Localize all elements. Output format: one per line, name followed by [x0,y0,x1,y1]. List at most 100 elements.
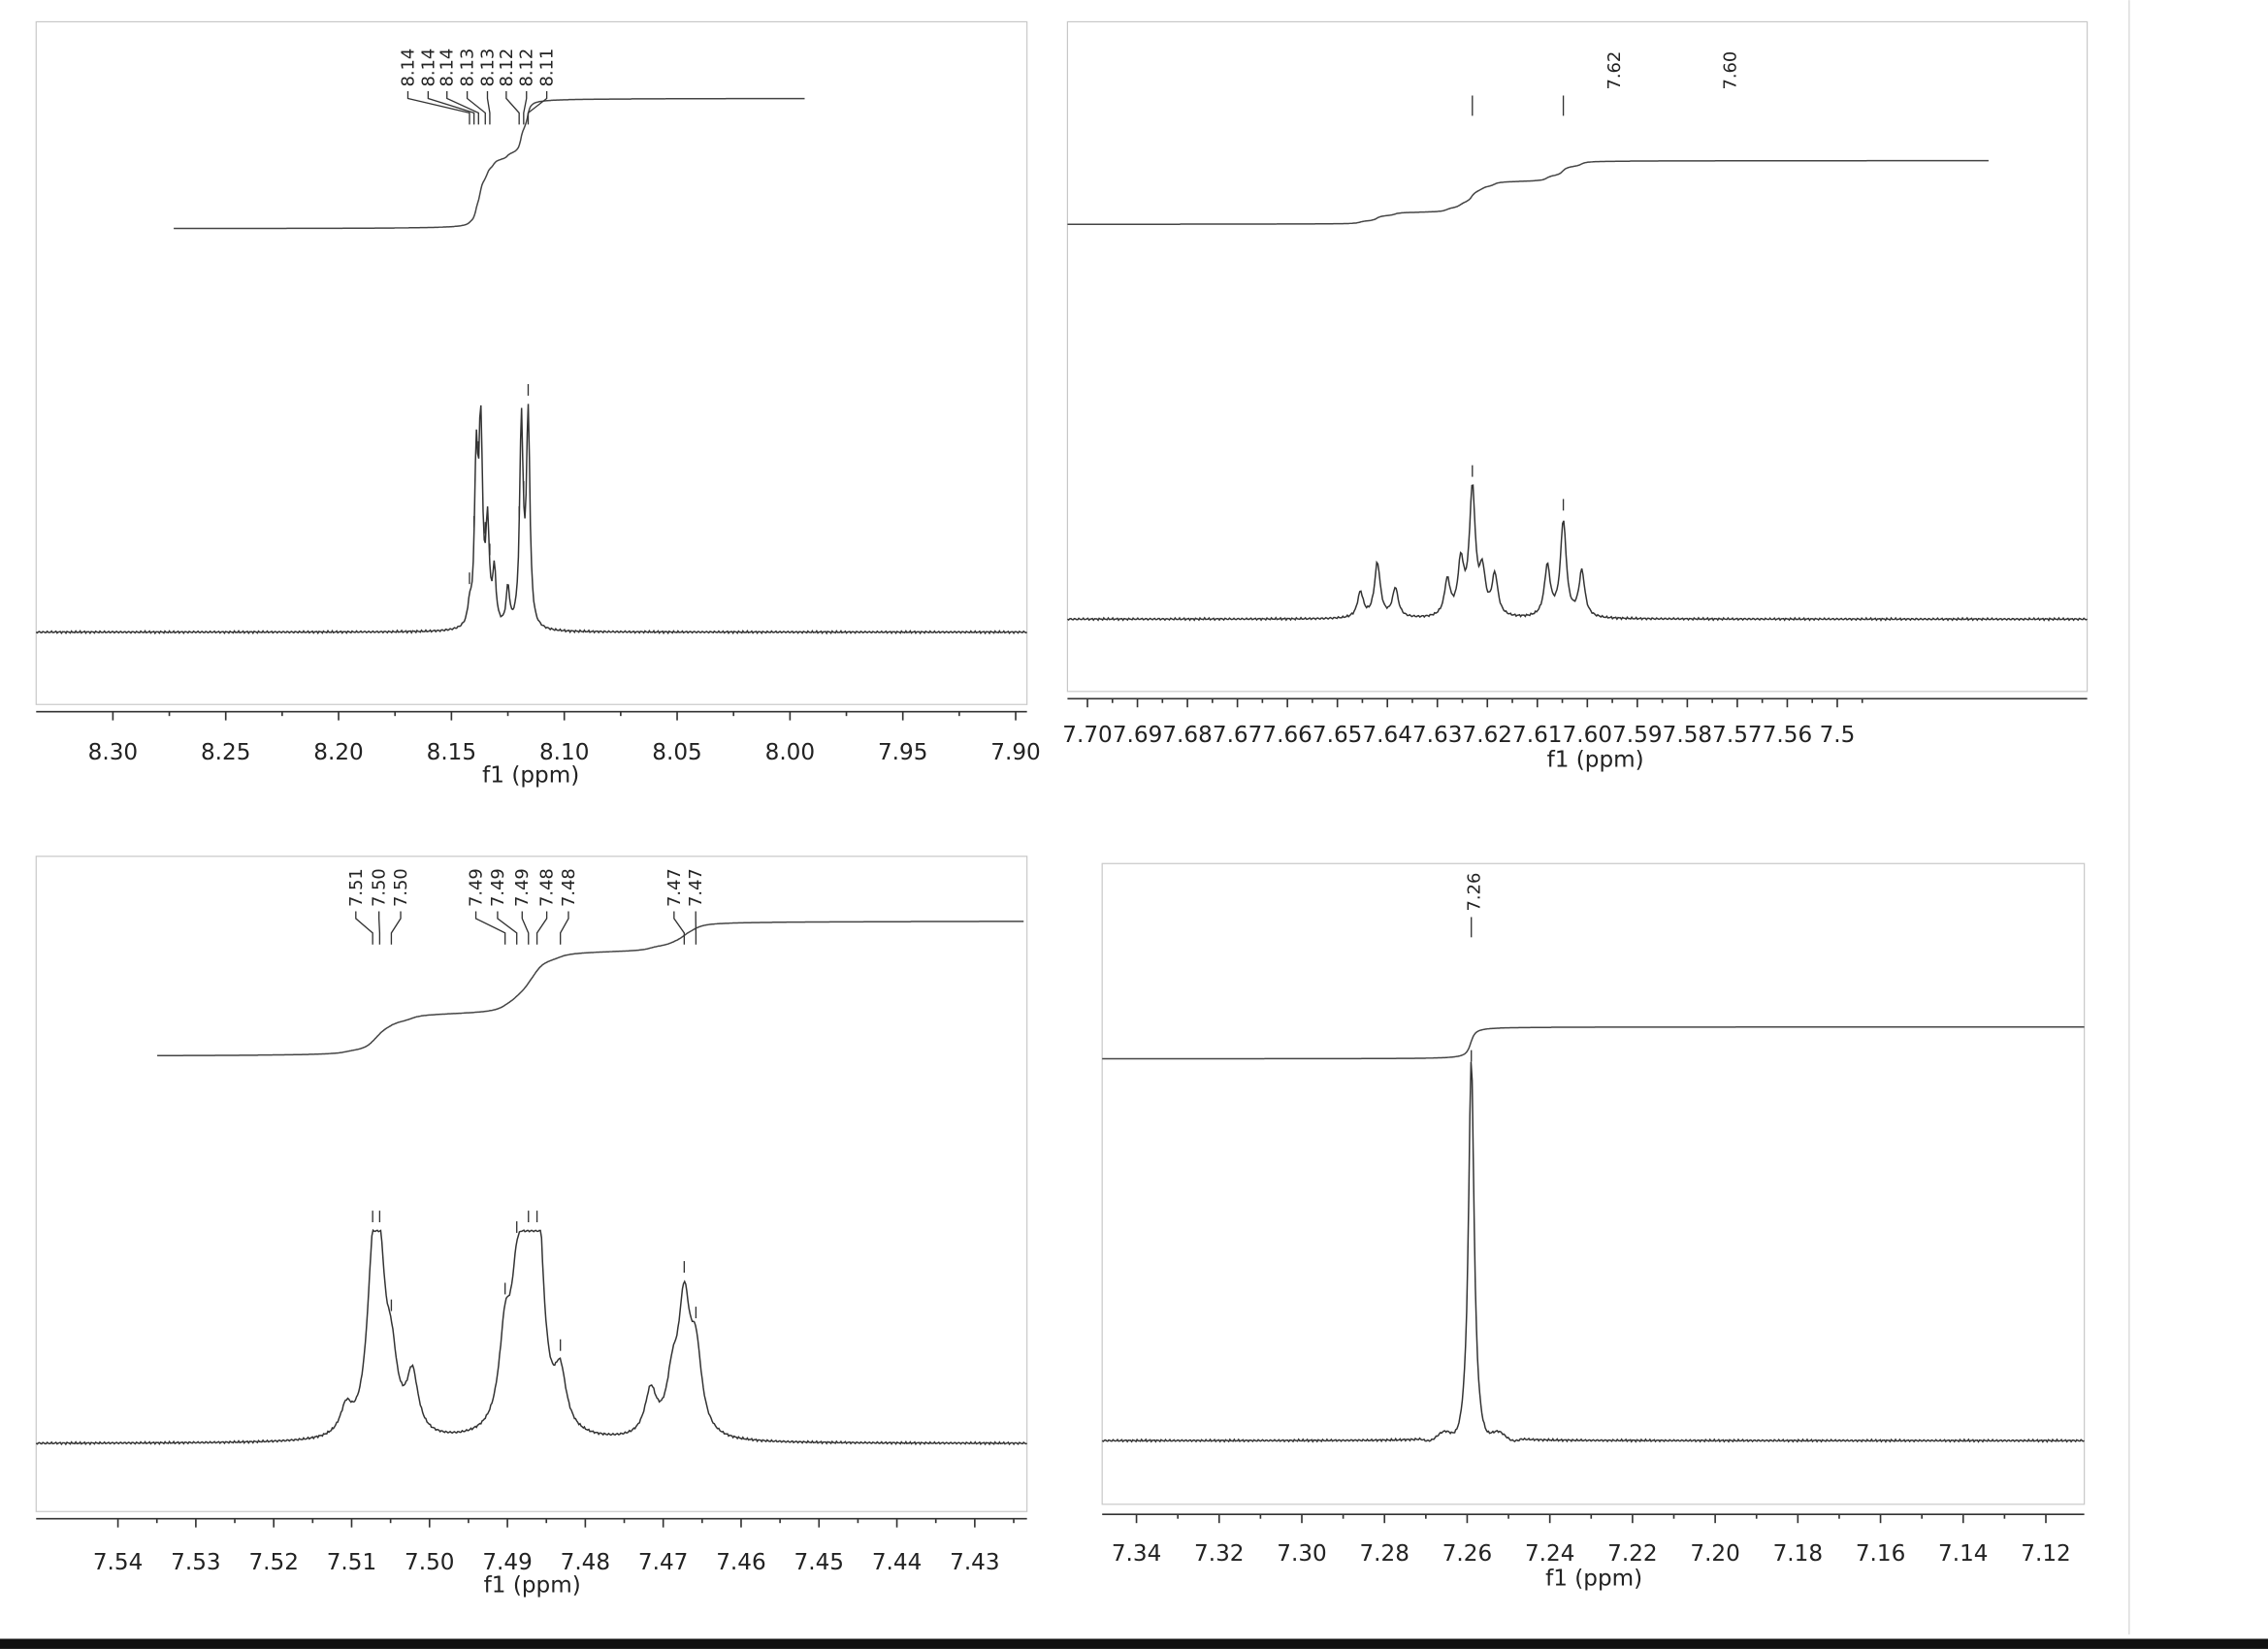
plot-frame [1066,20,2089,693]
peak-label-connector [497,911,518,945]
peak-label: 7.48 [537,868,558,907]
panel-bottom-left: f1 (ppm) 7.54 7.53 7.52 7.51 7.50 7.49 7.48 7.4… [35,856,1028,1599]
spectrum-trace [1067,484,2088,622]
integral-curve [157,921,1024,1057]
peak-label-connector [560,911,569,945]
peak-label: 8.13 [477,48,498,87]
peak-label: 8.14 [398,48,418,87]
x-tick-label: 8.15 [427,740,476,765]
x-tick-label: 7.63 [1412,723,1462,748]
x-tick-label: 7.22 [1607,1541,1657,1567]
spectrum-trace [35,1228,1027,1446]
integral-curve [1102,1026,2085,1060]
x-tick-label: 7.26 [1442,1541,1492,1567]
integral-curve [1067,159,1989,225]
x-tick-label: 7.16 [1856,1541,1905,1567]
x-axis-label: f1 (ppm) [484,1573,581,1599]
peak-label-connector [355,911,373,945]
peak-label-connector [466,91,486,125]
spectrum-trace [35,404,1027,635]
peak-label: 7.47 [664,868,685,907]
x-tick-label: 7.47 [638,1550,688,1575]
peak-label: 8.14 [437,48,458,87]
peak-label: 7.50 [370,868,390,907]
x-tick-label: 7.61 [1512,723,1562,748]
panel-top-right: f1 (ppm) 7.70 7.69 7.68 7.67 7.66 7.65 7.64 7.6… [1062,20,2089,772]
peak-label: 8.13 [458,48,478,87]
peak-label-connector [377,911,381,945]
peak-label-connector [474,911,506,945]
integral-curve [174,97,805,230]
x-axis-label: f1 (ppm) [1547,747,1644,772]
x-tick-label: 7.32 [1194,1541,1244,1567]
x-tick-label: 7.43 [950,1550,999,1575]
x-tick-label: 8.00 [765,740,815,765]
peak-label: 7.26 [1464,873,1484,912]
peak-label: 8.14 [418,48,438,87]
peak-label-connector [527,91,548,125]
x-axis-label: f1 (ppm) [1545,1566,1642,1591]
x-tick-label: 7.28 [1359,1541,1409,1567]
x-tick-label: 7.24 [1525,1541,1574,1567]
x-tick-label: 7.5 [1820,723,1856,748]
peak-label: 7.62 [1604,51,1625,90]
x-tick-label: 7.30 [1277,1541,1326,1567]
peak-label: 7.60 [1720,51,1740,90]
peak-label: 8.12 [497,48,517,87]
peak-label: 7.50 [391,868,411,907]
plot-frame [35,20,1028,705]
x-tick-label: 7.66 [1262,723,1312,748]
x-tick-label: 7.18 [1773,1541,1823,1567]
x-tick-label: 8.05 [652,740,701,765]
peak-label-connector [446,91,479,125]
x-tick-label: 7.50 [405,1550,454,1575]
scan-bottom-bar [0,1638,2268,1649]
peak-label: 7.47 [686,868,706,907]
peak-label-connector [535,911,548,945]
x-tick-label: 7.12 [2021,1541,2070,1567]
x-tick-label: 7.20 [1690,1541,1739,1567]
x-tick-label: 7.45 [794,1550,844,1575]
peak-label: 7.51 [346,868,367,907]
peak-label: 8.11 [537,48,558,87]
peak-label: 7.49 [512,868,533,907]
x-tick-label: 7.58 [1663,723,1712,748]
x-tick-label: 7.68 [1162,723,1212,748]
x-tick-label: 7.60 [1563,723,1612,748]
peak-label: 8.12 [517,48,537,87]
plot-frame [1101,862,2086,1505]
x-tick-label: 7.53 [171,1550,220,1575]
peak-label-connector [390,911,402,945]
x-axis-label: f1 (ppm) [482,763,579,789]
spectrum-trace [1101,1061,2085,1443]
x-tick-label: 7.56 [1763,723,1812,748]
x-tick-label: 7.65 [1312,723,1362,748]
x-tick-label: 7.95 [878,740,927,765]
x-tick-label: 7.14 [1938,1541,1988,1567]
x-tick-label: 7.34 [1112,1541,1161,1567]
x-tick-label: 8.20 [313,740,363,765]
x-tick-label: 7.57 [1712,723,1762,748]
x-tick-label: 7.90 [990,740,1040,765]
x-tick-label: 7.49 [482,1550,532,1575]
peak-label: 7.48 [559,868,579,907]
x-tick-label: 8.10 [539,740,589,765]
x-tick-label: 7.52 [248,1550,298,1575]
peak-label-connector [505,91,520,125]
x-tick-label: 7.48 [561,1550,610,1575]
panel-bottom-right: f1 (ppm) 7.34 7.32 7.30 7.28 7.26 7.24 7.22 7.2… [1101,862,2086,1591]
peak-label-connector [673,911,686,945]
peak-label-connector [427,91,475,125]
peak-label-connector [523,91,528,125]
plot-frame [35,856,1028,1512]
x-tick-label: 7.44 [872,1550,922,1575]
x-tick-label: 7.64 [1362,723,1411,748]
x-tick-label: 7.70 [1062,723,1112,748]
x-tick-label: 8.25 [201,740,250,765]
x-tick-label: 7.59 [1612,723,1662,748]
x-tick-label: 7.69 [1113,723,1162,748]
peak-label: 7.49 [488,868,508,907]
panel-top-left: f1 (ppm) 8.30 8.25 8.20 8.15 8.10 8.05 8.00 7.9… [35,20,1041,789]
